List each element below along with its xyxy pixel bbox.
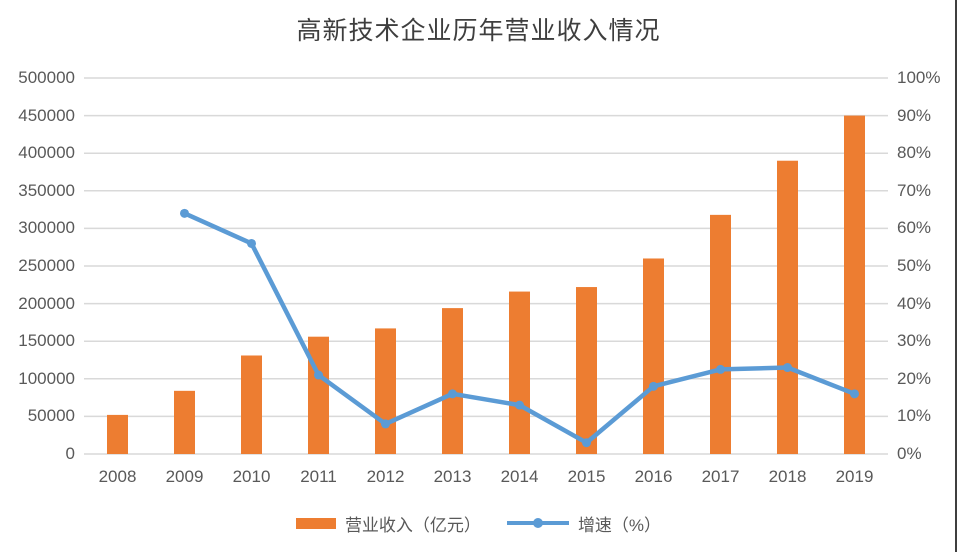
- right-edge-border: [955, 0, 957, 552]
- x-axis-label: 2013: [433, 467, 472, 486]
- growth-marker-2014: [515, 400, 524, 410]
- bar-2019: [844, 115, 865, 454]
- left-axis-tick-label: 150000: [18, 331, 75, 351]
- left-axis-tick-label: 350000: [18, 180, 75, 200]
- x-axis-label: 2018: [768, 467, 807, 486]
- left-axis-tick-label: 500000: [18, 68, 75, 87]
- bar-2008: [107, 414, 128, 454]
- x-axis-label: 2017: [701, 467, 740, 486]
- right-axis-tick-label: 60%: [897, 218, 932, 238]
- x-axis-label: 2016: [634, 467, 673, 486]
- left-axis-tick-label: 200000: [18, 293, 75, 313]
- right-axis-tick-label: 40%: [897, 293, 932, 313]
- x-axis-label: 2008: [98, 467, 137, 486]
- chart-title: 高新技术企业历年营业收入情况: [296, 16, 661, 45]
- line-series-swatch-icon: [506, 518, 569, 528]
- growth-marker-2011: [314, 370, 323, 380]
- x-axis-label: 2010: [232, 467, 271, 486]
- growth-marker-2010: [247, 238, 256, 248]
- growth-marker-2013: [448, 389, 457, 399]
- legend-label-revenue: 营业收入（亿元）: [344, 515, 481, 535]
- x-axis-label: 2019: [835, 467, 874, 486]
- x-axis-label: 2014: [500, 467, 539, 486]
- left-axis-tick-label: 50000: [27, 406, 75, 426]
- bar-2013: [442, 308, 463, 454]
- bar-series-swatch-icon: [295, 517, 336, 529]
- right-axis-tick-label: 70%: [897, 180, 932, 200]
- right-axis-tick-label: 80%: [897, 143, 932, 163]
- chart-legend: 营业收入（亿元） 增速（%）: [0, 506, 957, 540]
- left-axis-tick-label: 250000: [18, 256, 75, 275]
- growth-marker-2018: [783, 363, 792, 373]
- bar-2016: [643, 258, 664, 454]
- x-axis-label: 2009: [165, 467, 204, 486]
- right-axis-tick-label: 100%: [897, 68, 941, 87]
- right-axis-tick-label: 30%: [897, 331, 932, 351]
- right-axis-tick-label: 0%: [897, 444, 922, 463]
- right-axis-tick-label: 20%: [897, 368, 932, 388]
- left-axis-tick-label: 300000: [18, 218, 75, 238]
- growth-marker-2015: [582, 438, 591, 448]
- bar-2011: [308, 336, 329, 454]
- growth-marker-2016: [649, 381, 658, 391]
- legend-item-growth: 增速（%）: [506, 511, 662, 536]
- bar-2014: [509, 291, 530, 454]
- growth-marker-2019: [850, 389, 859, 399]
- growth-marker-2009: [180, 208, 189, 218]
- right-axis-tick-label: 10%: [897, 406, 932, 426]
- bar-2009: [174, 390, 195, 454]
- left-axis-tick-label: 0: [65, 444, 75, 463]
- growth-marker-2017: [716, 364, 725, 374]
- legend-label-growth: 增速（%）: [577, 515, 662, 535]
- bar-2017: [710, 214, 731, 454]
- x-axis-label: 2011: [300, 467, 337, 486]
- right-axis-tick-label: 50%: [897, 256, 932, 275]
- legend-item-revenue: 营业收入（亿元）: [295, 511, 481, 536]
- bar-2018: [777, 160, 798, 454]
- right-axis-tick-label: 90%: [897, 105, 932, 125]
- left-axis-tick-label: 450000: [18, 105, 75, 125]
- left-axis-tick-label: 100000: [18, 368, 75, 388]
- x-axis-label: 2015: [567, 467, 606, 486]
- bar-2015: [576, 287, 597, 454]
- growth-marker-2012: [381, 419, 390, 429]
- bar-2010: [241, 355, 262, 454]
- x-axis-label: 2012: [366, 467, 405, 486]
- bar-2012: [375, 328, 396, 454]
- left-axis-tick-label: 400000: [18, 143, 75, 163]
